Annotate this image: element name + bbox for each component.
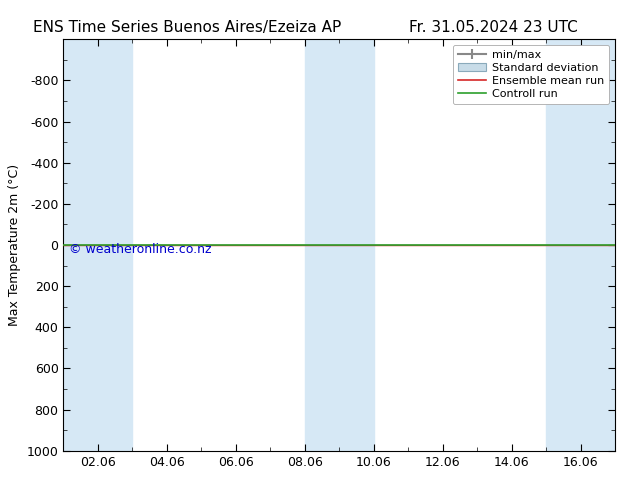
Text: © weatheronline.co.nz: © weatheronline.co.nz — [69, 243, 211, 256]
Text: Fr. 31.05.2024 23 UTC: Fr. 31.05.2024 23 UTC — [410, 20, 578, 35]
Bar — [63, 39, 133, 451]
Bar — [305, 39, 373, 451]
Legend: min/max, Standard deviation, Ensemble mean run, Controll run: min/max, Standard deviation, Ensemble me… — [453, 45, 609, 104]
Bar — [546, 39, 615, 451]
Text: ENS Time Series Buenos Aires/Ezeiza AP: ENS Time Series Buenos Aires/Ezeiza AP — [34, 20, 342, 35]
Y-axis label: Max Temperature 2m (°C): Max Temperature 2m (°C) — [8, 164, 21, 326]
